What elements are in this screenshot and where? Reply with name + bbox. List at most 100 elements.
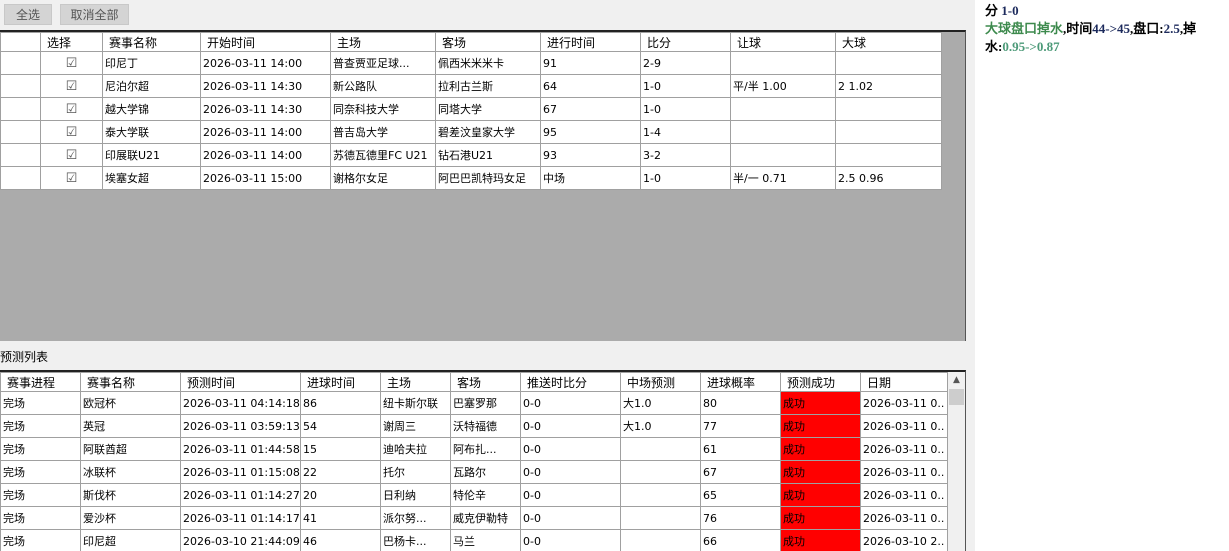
column-header[interactable]: 客场 [435, 32, 541, 52]
deselect-all-button[interactable]: 取消全部 [60, 4, 129, 25]
table-cell: 瓦路尔 [450, 460, 521, 484]
table-cell: 托尔 [380, 460, 451, 484]
table-row[interactable]: 完场 印尼超 2026-03-10 21:44:09 46 巴杨卡... 马兰 0-0 66 成… [0, 529, 948, 551]
select-checkbox[interactable]: ☑ [40, 74, 103, 98]
log-panel: 分 1-0 大球盘口掉水,时间44->45,盘口:2.5,掉 水:0.95->0… [975, 0, 1229, 551]
column-header[interactable]: 赛事名称 [80, 372, 181, 392]
table-row[interactable]: ☑ 印展联U21 2026-03-11 14:00 苏德瓦德里FC U21 钻石港U21… [0, 143, 942, 167]
table-row[interactable]: 完场 冰联杯 2026-03-11 01:15:08 22 托尔 瓦路尔 0-0 67 成功 20… [0, 460, 948, 484]
table-cell: 2026-03-11 14:00 [200, 51, 331, 75]
row-header[interactable] [0, 120, 41, 144]
table-cell: 印尼超 [80, 529, 181, 551]
table-cell [620, 437, 701, 461]
predictions-grid: 赛事进程 赛事名称 预测时间 进球时间 主场 客场 推送时比分 中场预测 进球概率 预测成功 日期完… [0, 370, 966, 551]
column-header[interactable]: 进行时间 [540, 32, 641, 52]
table-cell: 完场 [0, 414, 81, 438]
select-checkbox[interactable]: ☑ [40, 143, 103, 167]
vertical-scrollbar[interactable]: ▲ [948, 372, 965, 551]
select-checkbox[interactable]: ☑ [40, 120, 103, 144]
table-cell: 完场 [0, 506, 81, 530]
status-badge: 成功 [780, 414, 861, 438]
table-cell: 46 [300, 529, 381, 551]
table-cell: 迪哈夫拉 [380, 437, 451, 461]
table-row[interactable]: ☑ 泰大学联 2026-03-11 14:00 普吉岛大学 碧差汶皇家大学 95 1-4 [0, 120, 942, 144]
table-cell: 80 [700, 391, 781, 415]
select-checkbox[interactable]: ☑ [40, 51, 103, 75]
table-cell: 0-0 [520, 506, 621, 530]
table-cell: 纽卡斯尔联 [380, 391, 451, 415]
table-cell: 2026-03-11 04:14:18 [180, 391, 301, 415]
table-cell: 马兰 [450, 529, 521, 551]
table-cell: 完场 [0, 460, 81, 484]
log-line: 水:0.95->0.87 [985, 39, 1060, 54]
matches-grid: 选择 赛事名称 开始时间 主场 客场 进行时间 比分 让球 大球 ☑ 印尼丁 2026-03-11 1… [0, 30, 966, 341]
table-cell: 41 [300, 506, 381, 530]
table-cell: 拉利古兰斯 [435, 74, 541, 98]
select-checkbox[interactable]: ☑ [40, 166, 103, 190]
table-cell: 完场 [0, 529, 81, 551]
table-row[interactable]: 完场 爱沙杯 2026-03-11 01:14:17 41 派尔努... 威克伊勒特 0-0… [0, 506, 948, 530]
column-header[interactable]: 选择 [40, 32, 103, 52]
status-badge: 成功 [780, 437, 861, 461]
table-cell: 爱沙杯 [80, 506, 181, 530]
table-cell: 0-0 [520, 391, 621, 415]
table-row[interactable]: 完场 欧冠杯 2026-03-11 04:14:18 86 纽卡斯尔联 巴塞罗那 0-0 大1… [0, 391, 948, 415]
column-header[interactable]: 进球时间 [300, 372, 381, 392]
table-row[interactable]: ☑ 印尼丁 2026-03-11 14:00 普查贾亚足球... 佩西米米米卡 91 2-9 [0, 51, 942, 75]
row-header[interactable] [0, 143, 41, 167]
table-row[interactable]: 完场 斯伐杯 2026-03-11 01:14:27 20 日利纳 特伦辛 0-0 65 成功 2… [0, 483, 948, 507]
table-row[interactable]: ☑ 越大学锦 2026-03-11 14:30 同奈科技大学 同塔大学 67 1-0 [0, 97, 942, 121]
table-row[interactable]: ☑ 埃塞女超 2026-03-11 15:00 谢格尔女足 阿巴巴凯特玛女足 中场 1-0 半… [0, 166, 942, 190]
select-checkbox[interactable]: ☑ [40, 97, 103, 121]
table-cell: 2026-03-11 01:14:17 [180, 506, 301, 530]
table-cell: 77 [700, 414, 781, 438]
table-cell: 尼泊尔超 [102, 74, 201, 98]
column-header[interactable]: 比分 [640, 32, 731, 52]
log-line: 分 1-0 [985, 3, 1019, 18]
column-header[interactable]: 预测成功 [780, 372, 861, 392]
table-cell: 2026-03-11 0.. [860, 414, 948, 438]
table-cell [835, 51, 942, 75]
row-header[interactable] [0, 51, 41, 75]
column-header[interactable]: 大球 [835, 32, 942, 52]
status-badge: 成功 [780, 506, 861, 530]
scroll-up-icon[interactable]: ▲ [953, 375, 960, 385]
table-cell: 派尔努... [380, 506, 451, 530]
row-header[interactable] [0, 97, 41, 121]
table-cell [620, 483, 701, 507]
table-cell: 86 [300, 391, 381, 415]
column-header[interactable]: 中场预测 [620, 372, 701, 392]
column-header[interactable]: 让球 [730, 32, 836, 52]
table-cell: 1-0 [640, 97, 731, 121]
table-row[interactable]: 完场 英冠 2026-03-11 03:59:13 54 谢周三 沃特福德 0-0 大1.0 7… [0, 414, 948, 438]
column-header[interactable]: 主场 [380, 372, 451, 392]
table-cell: 泰大学联 [102, 120, 201, 144]
table-cell [730, 120, 836, 144]
select-all-button[interactable]: 全选 [4, 4, 52, 25]
column-header[interactable]: 推送时比分 [520, 372, 621, 392]
table-cell: 印尼丁 [102, 51, 201, 75]
column-header[interactable]: 赛事名称 [102, 32, 201, 52]
column-header[interactable] [0, 32, 41, 52]
table-row[interactable]: ☑ 尼泊尔超 2026-03-11 14:30 新公路队 拉利古兰斯 64 1-0 平/半 1… [0, 74, 942, 98]
table-cell: 1-4 [640, 120, 731, 144]
column-header[interactable]: 日期 [860, 372, 948, 392]
table-cell: 2026-03-11 0.. [860, 460, 948, 484]
row-header[interactable] [0, 166, 41, 190]
table-cell: 2026-03-11 0.. [860, 483, 948, 507]
column-header[interactable]: 主场 [330, 32, 436, 52]
table-cell [730, 143, 836, 167]
table-cell: 普查贾亚足球... [330, 51, 436, 75]
column-header[interactable]: 赛事进程 [0, 372, 81, 392]
table-cell [835, 97, 942, 121]
column-header[interactable]: 预测时间 [180, 372, 301, 392]
column-header[interactable]: 客场 [450, 372, 521, 392]
table-row[interactable]: 完场 阿联酋超 2026-03-11 01:44:58 15 迪哈夫拉 阿布扎... 0-0… [0, 437, 948, 461]
table-cell: 2026-03-11 01:15:08 [180, 460, 301, 484]
table-cell: 2026-03-11 0.. [860, 391, 948, 415]
column-header[interactable]: 开始时间 [200, 32, 331, 52]
column-header[interactable]: 进球概率 [700, 372, 781, 392]
table-cell: 谢周三 [380, 414, 451, 438]
scrollbar-thumb[interactable] [949, 389, 964, 405]
row-header[interactable] [0, 74, 41, 98]
